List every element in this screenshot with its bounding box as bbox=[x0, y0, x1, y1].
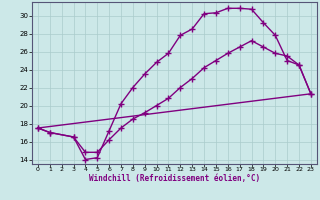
X-axis label: Windchill (Refroidissement éolien,°C): Windchill (Refroidissement éolien,°C) bbox=[89, 174, 260, 183]
